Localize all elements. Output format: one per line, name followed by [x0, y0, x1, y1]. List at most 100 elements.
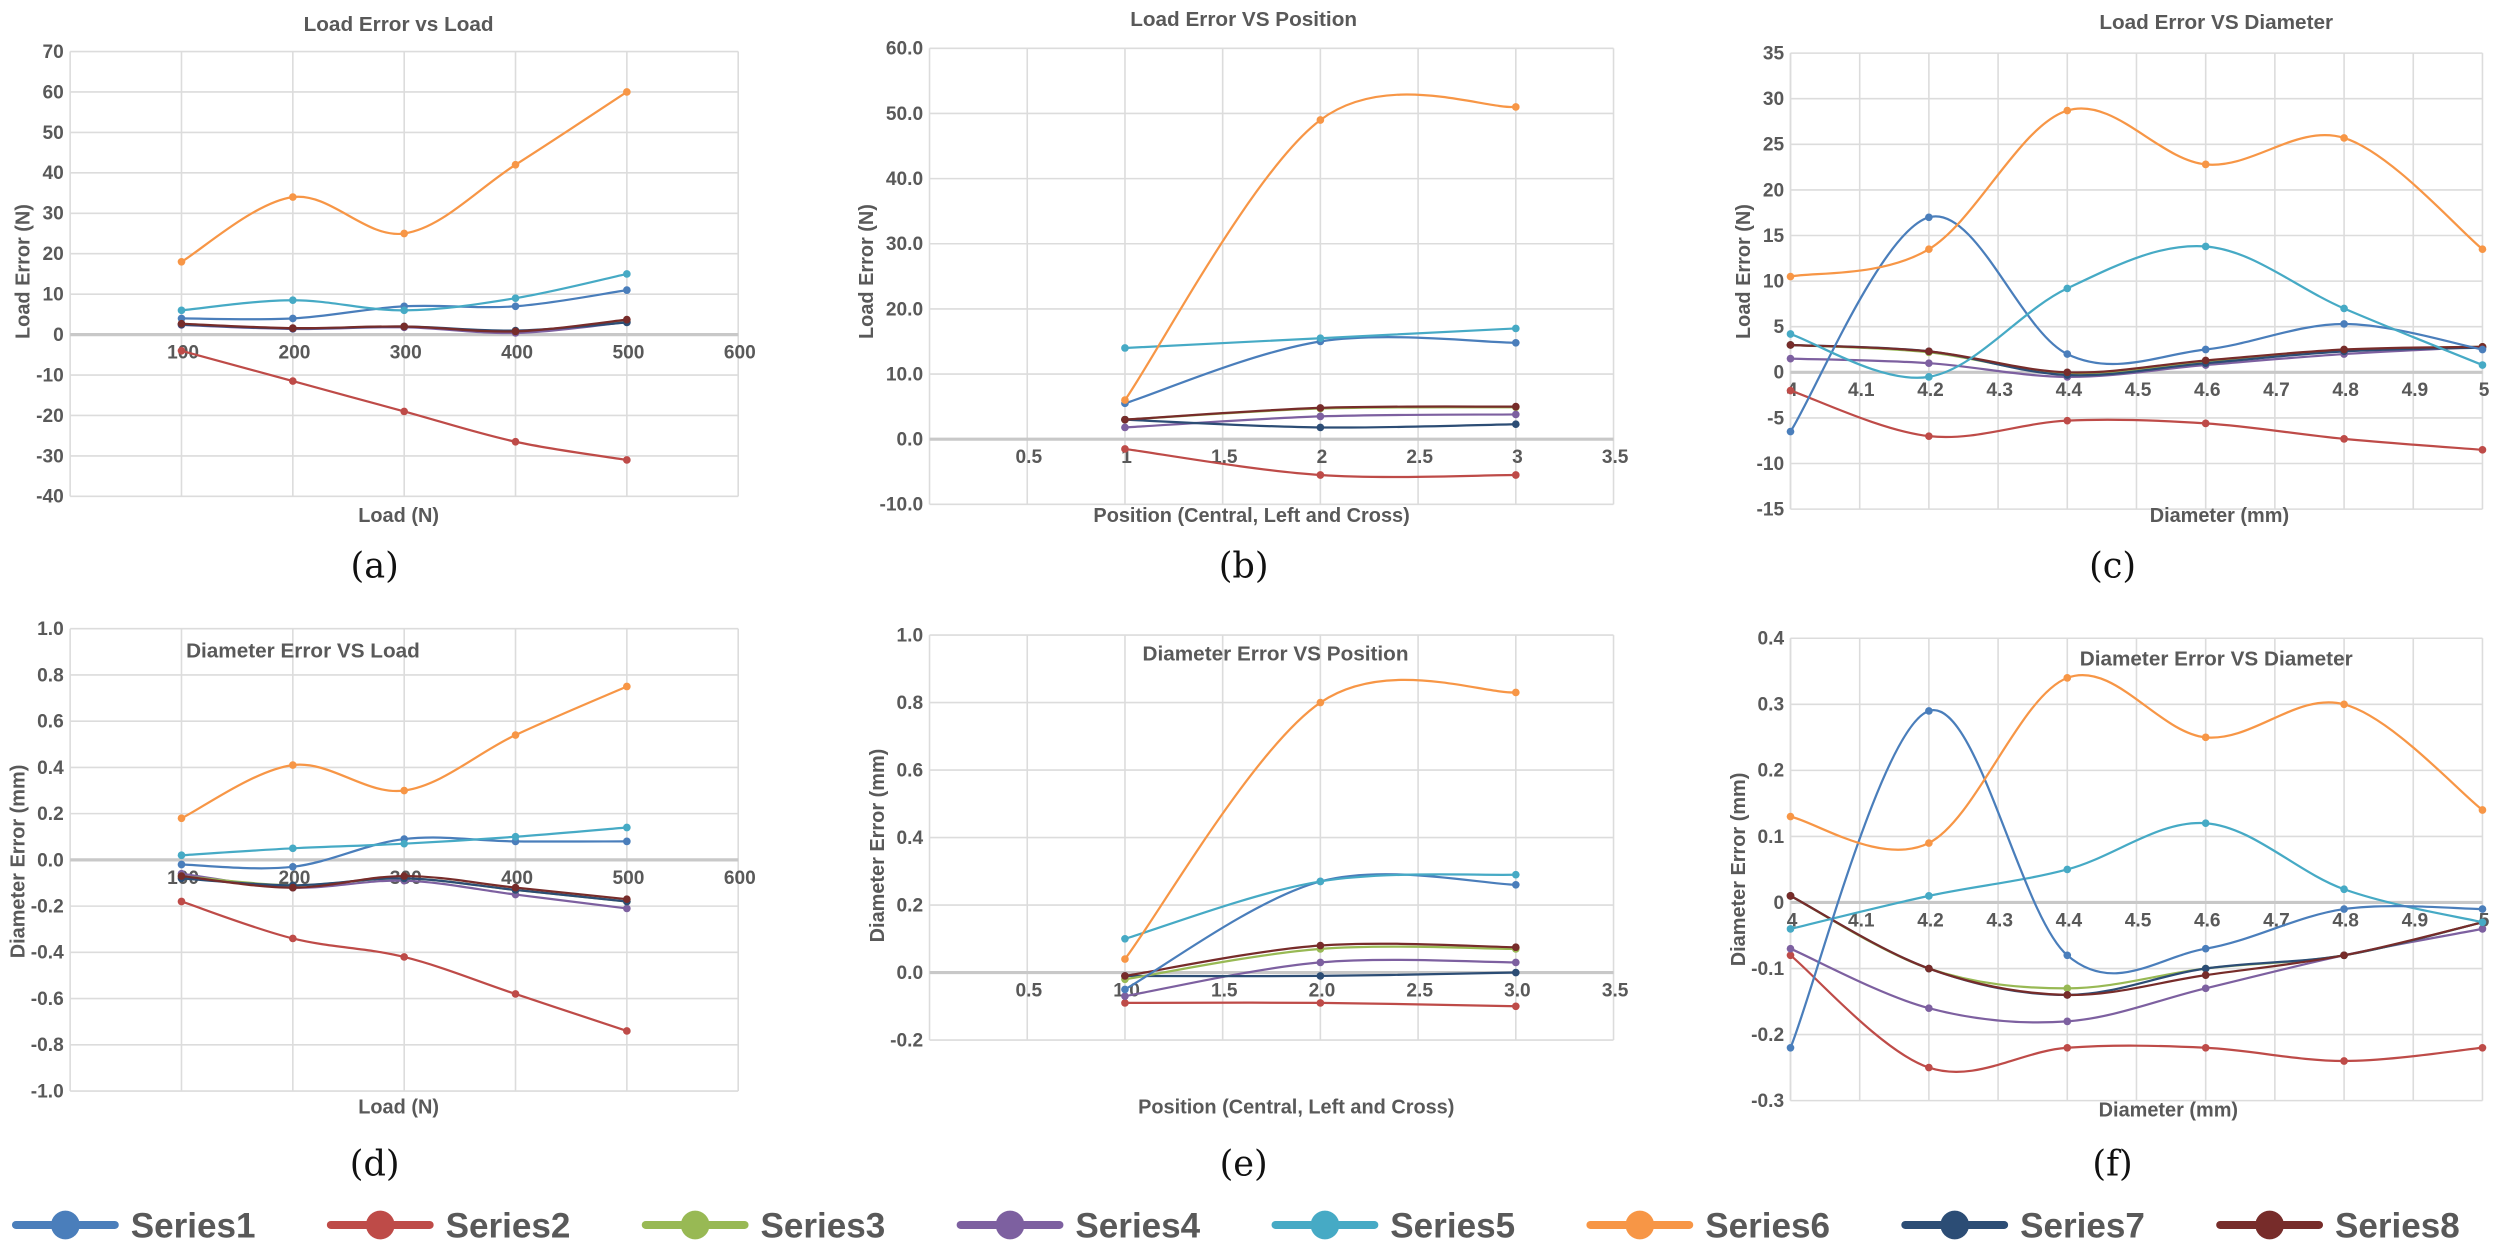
y-tick-label: -0.4	[31, 943, 64, 964]
y-tick-label: 0.0	[897, 963, 924, 984]
legend-item-series7: Series7	[1901, 1207, 2145, 1246]
y-tick-label: 0.6	[37, 712, 64, 733]
chart-title: Load Error VS Diameter	[2099, 11, 2333, 34]
series-series2	[1121, 999, 1520, 1011]
y-axis-label: Load Error (N)	[856, 204, 878, 339]
data-point	[2340, 304, 2348, 313]
data-point	[2201, 984, 2210, 993]
data-point	[1511, 968, 1520, 977]
series-series5	[1121, 870, 1520, 943]
y-tick-label: 10	[1763, 271, 1784, 292]
y-tick-label: 10.0	[886, 364, 923, 385]
series-series6	[177, 682, 631, 823]
y-tick-label: -5	[1767, 408, 1784, 429]
series-line	[1789, 894, 2483, 997]
data-point	[1786, 272, 1795, 281]
series-series2	[1786, 951, 2487, 1073]
data-point	[1511, 420, 1520, 429]
legend-item-series2: Series2	[326, 1207, 570, 1246]
data-point	[2340, 905, 2348, 913]
data-point	[1786, 427, 1795, 436]
x-tick-label: 500	[612, 868, 644, 889]
data-point	[1511, 410, 1520, 419]
data-point	[1786, 892, 1795, 900]
legend-item-series5: Series5	[1271, 1207, 1515, 1246]
x-axis-label: Position (Central, Left and Cross)	[1138, 1096, 1454, 1118]
data-point	[1316, 116, 1325, 124]
data-point	[1316, 941, 1325, 950]
data-point	[2201, 819, 2210, 828]
x-tick-label: 4.3	[1986, 380, 2013, 401]
data-point	[1511, 324, 1520, 333]
y-tick-label: -0.2	[31, 896, 64, 917]
data-point	[2478, 1043, 2487, 1052]
data-point	[1121, 396, 1129, 404]
data-point	[623, 456, 631, 464]
y-tick-label: -20	[36, 406, 64, 427]
x-tick-label: 3.0	[1504, 980, 1531, 1001]
series-series8	[1121, 402, 1520, 424]
data-point	[511, 883, 520, 892]
data-point	[1786, 330, 1795, 338]
data-point	[2340, 885, 2348, 894]
legend-marker-icon	[365, 1210, 395, 1240]
data-point	[1925, 432, 1933, 440]
y-tick-label: 10	[42, 285, 63, 306]
data-point	[2201, 964, 2210, 973]
y-tick-label: 50	[42, 123, 63, 144]
data-point	[1786, 386, 1795, 395]
x-tick-label: 4.7	[2263, 380, 2290, 401]
chart-title: Load Error vs Load	[304, 13, 494, 36]
data-point	[400, 839, 409, 848]
series-series8	[177, 315, 631, 336]
data-point	[1925, 964, 1933, 973]
x-axis-label: Load (N)	[358, 1096, 439, 1118]
y-tick-label: 30	[42, 204, 63, 225]
data-point	[1316, 877, 1325, 886]
data-point	[400, 872, 409, 880]
y-tick-label: 40.0	[886, 169, 923, 190]
data-point	[1316, 412, 1325, 421]
data-point	[1121, 972, 1129, 980]
y-tick-label: 0.2	[1758, 761, 1785, 782]
series-line	[1124, 93, 1516, 401]
data-point	[177, 814, 186, 823]
x-tick-label: 4.2	[1917, 380, 1944, 401]
series-series5	[1786, 819, 2487, 933]
data-point	[1316, 404, 1325, 412]
data-point	[2478, 806, 2487, 814]
data-point	[400, 786, 409, 795]
data-point	[2063, 350, 2072, 358]
y-tick-label: 1.0	[897, 625, 924, 646]
x-tick-label: 500	[612, 343, 644, 364]
data-point	[623, 895, 631, 904]
y-tick-label: -0.2	[890, 1030, 923, 1051]
data-point	[511, 731, 520, 739]
data-point	[2201, 733, 2210, 742]
data-point	[2340, 345, 2348, 354]
data-point	[2478, 905, 2487, 913]
data-point	[400, 306, 409, 315]
legend-label: Series8	[2335, 1207, 2460, 1246]
x-tick-label: 4.5	[2125, 910, 2152, 931]
data-point	[2201, 345, 2210, 354]
chart-a: 706050403020100-10-20-30-401002003004005…	[13, 13, 756, 587]
data-point	[1316, 423, 1325, 432]
data-point	[1511, 943, 1520, 952]
y-tick-label: 0	[53, 325, 64, 346]
chart-b: 60.050.040.030.020.010.00.0-10.00.5 1 1.5 2…	[856, 8, 1629, 587]
chart-title: Diameter Error VS Load	[186, 639, 420, 662]
data-point	[2201, 242, 2210, 251]
x-tick-label: 1	[1121, 447, 1132, 468]
legend-label: Series5	[1390, 1207, 1515, 1246]
data-point	[2063, 674, 2072, 682]
y-tick-label: -10	[36, 365, 64, 386]
data-point	[2063, 984, 2072, 993]
data-point	[2201, 971, 2210, 979]
x-tick-label: 600	[724, 868, 756, 889]
y-tick-label: -1.0	[31, 1081, 64, 1102]
y-tick-label: -40	[36, 487, 64, 508]
data-point	[511, 294, 520, 303]
x-tick-label: 0.5	[1016, 447, 1043, 468]
data-point	[623, 823, 631, 832]
